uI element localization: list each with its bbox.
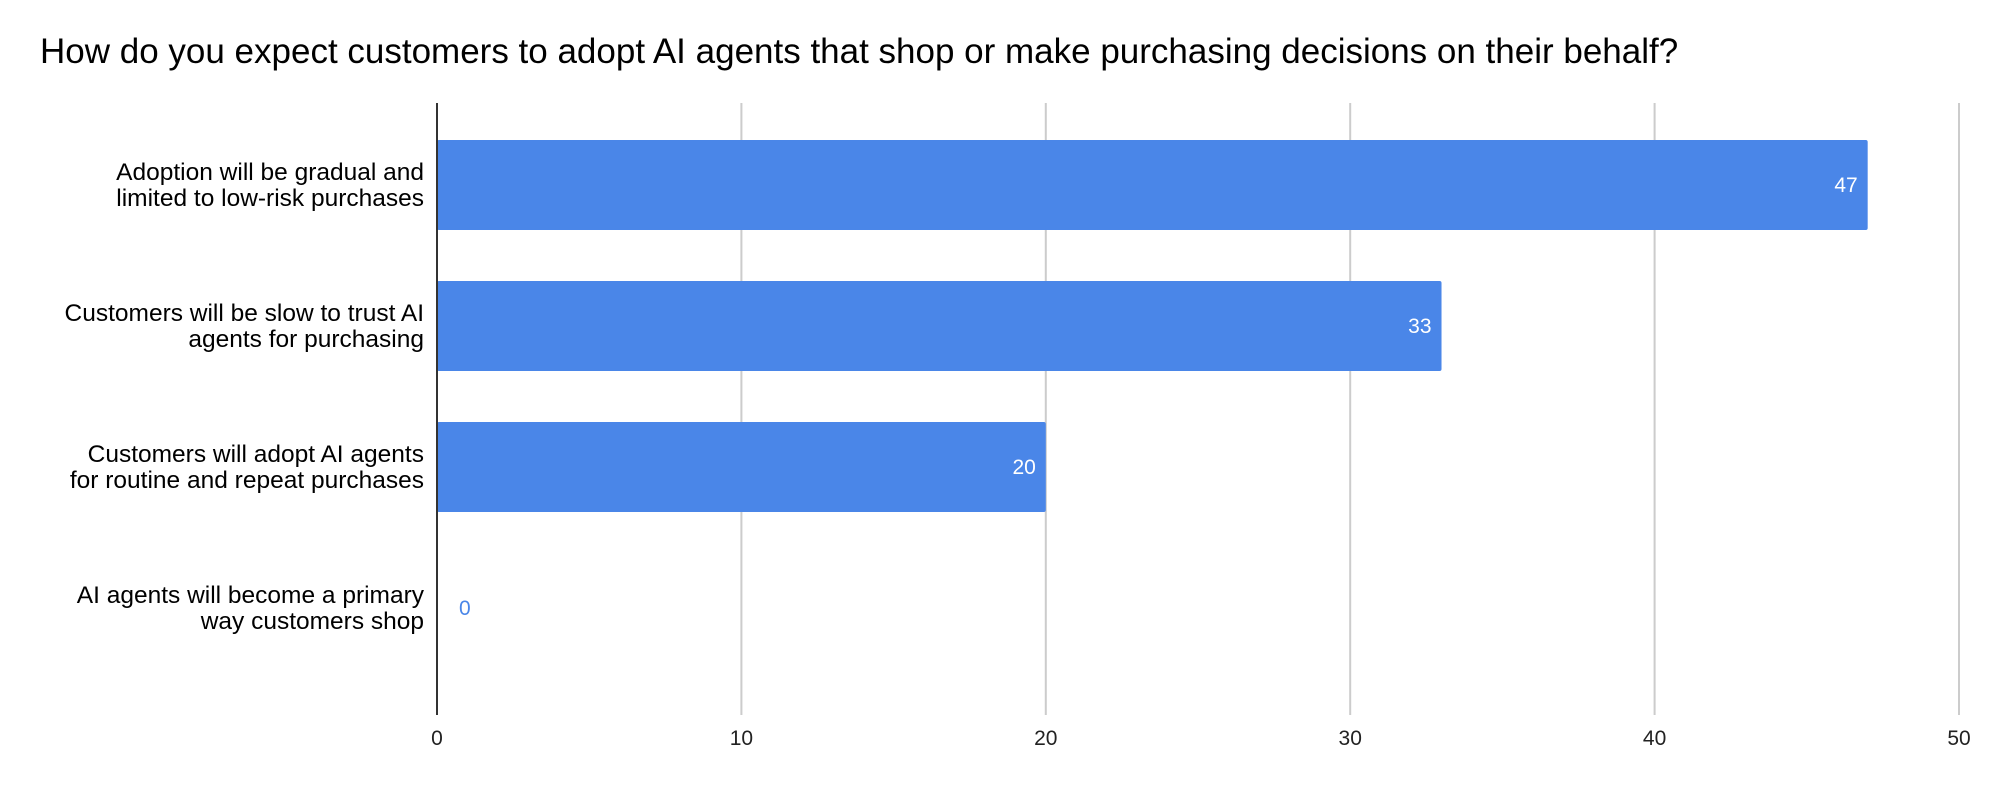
bar-data-label: 20	[1012, 456, 1035, 479]
chart-title: How do you expect customers to adopt AI …	[40, 32, 1679, 71]
bar-data-label: 47	[1834, 174, 1857, 197]
x-tick-label: 10	[730, 727, 753, 750]
category-label: agents for purchasing	[188, 326, 424, 353]
bar-data-label: 33	[1408, 315, 1431, 338]
x-axis-ticks: 0 10 20 30 40 50	[431, 727, 1971, 750]
category-label: AI agents will become a primary	[77, 582, 425, 609]
category-label: Customers will be slow to trust AI	[65, 300, 424, 327]
x-tick-label: 30	[1339, 727, 1362, 750]
x-tick-label: 40	[1643, 727, 1666, 750]
bar	[437, 140, 1868, 230]
bar-data-label: 0	[459, 597, 471, 620]
bar	[437, 422, 1046, 512]
x-tick-label: 0	[431, 727, 443, 750]
category-label: Adoption will be gradual and	[116, 159, 424, 186]
x-tick-label: 50	[1947, 727, 1970, 750]
category-label: Customers will adopt AI agents	[88, 441, 424, 468]
bar	[437, 281, 1442, 371]
x-tick-label: 20	[1034, 727, 1057, 750]
data-labels: 47 33 20 0	[459, 174, 1858, 620]
category-label: way customers shop	[200, 608, 424, 635]
category-label: for routine and repeat purchases	[70, 467, 424, 494]
bars	[437, 140, 1868, 512]
category-label: limited to low-risk purchases	[116, 185, 424, 212]
